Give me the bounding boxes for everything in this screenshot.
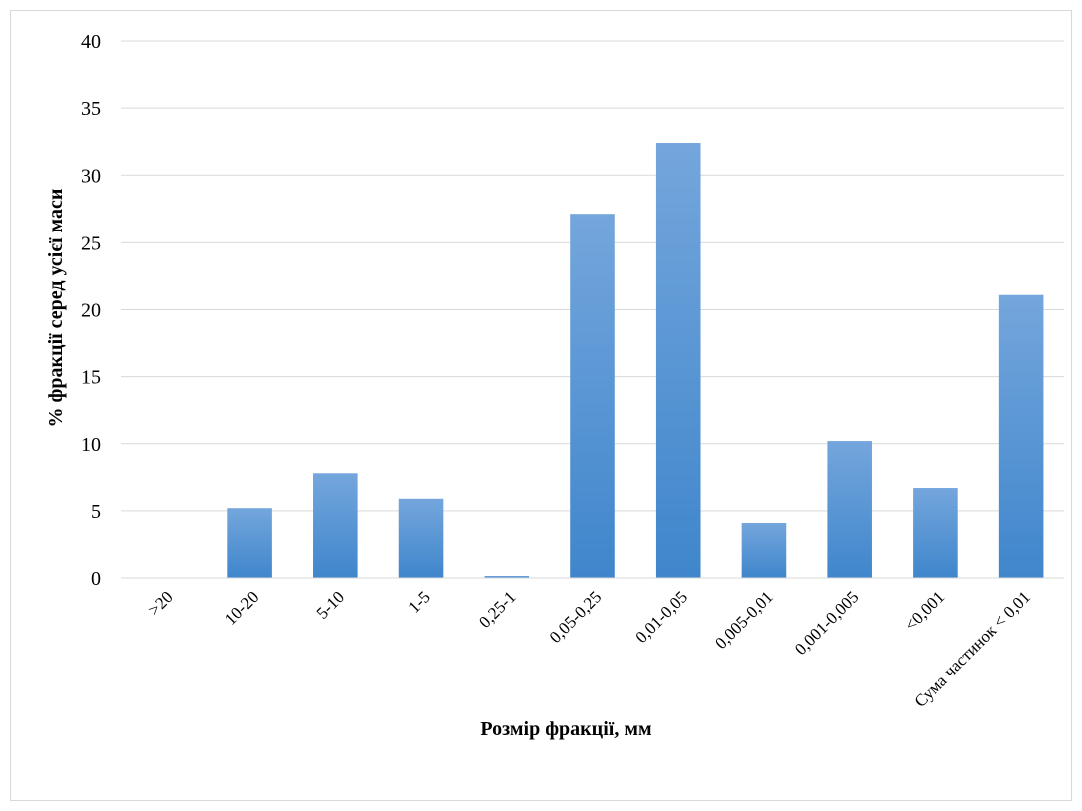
x-tick-label: 0,05-0,25 (546, 587, 606, 647)
x-tick-label: >20 (144, 587, 176, 619)
y-tick-label: 35 (81, 98, 101, 120)
bar (913, 488, 958, 578)
x-tick-label: 1-5 (404, 587, 433, 616)
x-tick-label: 5-10 (313, 587, 348, 622)
y-axis-ticks: 0 5 10 15 20 25 30 35 40 (81, 31, 101, 590)
y-axis-title: % фракції серед усієї маси (45, 189, 67, 428)
y-tick-label: 5 (91, 501, 101, 523)
y-tick-label: 10 (81, 434, 101, 456)
bar (998, 294, 1044, 578)
bar (313, 473, 358, 578)
x-tick-label: 0,005-0,01 (711, 587, 777, 653)
bar (484, 575, 530, 578)
y-tick-label: 15 (81, 367, 101, 389)
bar (398, 498, 444, 578)
x-tick-label: 10-20 (221, 587, 262, 628)
y-tick-label: 30 (81, 165, 101, 187)
x-axis-ticks: >20 10-20 5-10 1-5 0,25-1 0,05-0,25 0,01-0,05 0… (144, 587, 1034, 710)
chart-frame (10, 10, 1072, 801)
bars (227, 143, 1044, 578)
y-tick-label: 25 (81, 232, 101, 254)
x-axis-title: Розмір фракції, мм (480, 718, 651, 740)
x-tick-label: <0,001 (901, 587, 948, 634)
bar (570, 214, 615, 578)
bar (655, 143, 701, 578)
x-tick-label: 0,01-0,05 (632, 587, 692, 647)
y-tick-label: 0 (91, 568, 101, 590)
y-tick-label: 40 (81, 31, 101, 53)
bar (827, 441, 872, 578)
x-tick-label: 0,001-0,005 (791, 587, 863, 659)
x-tick-label: 0,25-1 (475, 587, 519, 631)
y-tick-label: 20 (81, 300, 101, 322)
bar (741, 522, 787, 578)
bar (227, 508, 272, 578)
